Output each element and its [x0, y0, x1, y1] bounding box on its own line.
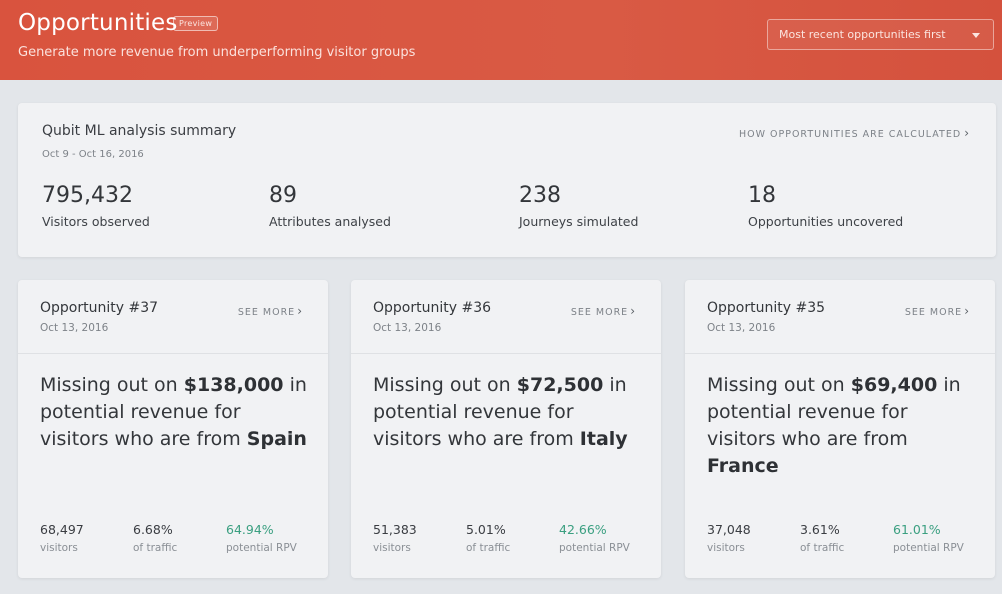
opportunity-card[interactable]: Opportunity #37 Oct 13, 2016 SEE MORE › M… [18, 280, 328, 578]
opportunity-title: Opportunity #36 [373, 300, 492, 316]
segment-country: France [707, 455, 779, 477]
metric-traffic: 3.61% of traffic [800, 522, 845, 554]
see-more-label: SEE MORE [237, 307, 296, 318]
stat-value: 18 [748, 183, 776, 208]
divider [351, 353, 661, 354]
stat-journeys-simulated: 238 Journeys simulated [519, 183, 638, 229]
stat-value: 238 [519, 183, 561, 208]
chevron-right-icon: › [964, 126, 970, 140]
metric-visitors: 51,383 visitors [373, 522, 417, 554]
revenue-amount: $138,000 [183, 374, 284, 396]
caret-down-icon [972, 33, 980, 38]
metric-potential-rpv: 64.94% potential RPV [226, 522, 297, 554]
opportunity-card[interactable]: Opportunity #35 Oct 13, 2016 SEE MORE › M… [685, 280, 995, 578]
page-title: Opportunities [18, 10, 178, 36]
revenue-amount: $72,500 [516, 374, 604, 396]
divider [18, 353, 328, 354]
sort-dropdown[interactable]: Most recent opportunities first [767, 19, 994, 50]
page-subtitle: Generate more revenue from underperformi… [18, 45, 416, 60]
how-calculated-link-label: HOW OPPORTUNITIES ARE CALCULATED [738, 129, 962, 140]
metric-traffic: 6.68% of traffic [133, 522, 178, 554]
divider [685, 353, 995, 354]
opportunity-title: Opportunity #37 [40, 300, 159, 316]
opportunity-description: Missing out on $72,500 in potential reve… [373, 374, 628, 450]
chevron-right-icon: › [964, 304, 970, 318]
opportunity-description: Missing out on $69,400 in potential reve… [707, 374, 961, 477]
metric-potential-rpv: 42.66% potential RPV [559, 522, 630, 554]
stat-visitors-observed: 795,432 Visitors observed [42, 183, 150, 229]
see-more-link[interactable]: SEE MORE › [571, 304, 636, 318]
stat-label: Visitors observed [42, 214, 150, 229]
stat-attributes-analysed: 89 Attributes analysed [269, 183, 391, 229]
see-more-link[interactable]: SEE MORE › [238, 304, 303, 318]
opportunity-description: Missing out on $138,000 in potential rev… [40, 374, 307, 450]
see-more-label: SEE MORE [570, 307, 629, 318]
stat-label: Journeys simulated [519, 214, 639, 229]
sort-dropdown-value: Most recent opportunities first [779, 28, 946, 41]
stat-opportunities-uncovered: 18 Opportunities uncovered [748, 183, 903, 229]
see-more-link[interactable]: SEE MORE › [905, 304, 970, 318]
opportunity-date: Oct 13, 2016 [40, 322, 109, 334]
metric-potential-rpv: 61.01% potential RPV [893, 522, 964, 554]
stat-value: 795,432 [42, 183, 133, 208]
summary-title: Qubit ML analysis summary [42, 123, 237, 139]
segment-country: Italy [579, 428, 628, 450]
stat-value: 89 [269, 183, 297, 208]
see-more-label: SEE MORE [904, 307, 963, 318]
analysis-summary-card: Qubit ML analysis summary Oct 9 - Oct 16… [18, 103, 996, 257]
revenue-amount: $69,400 [850, 374, 938, 396]
opportunity-date: Oct 13, 2016 [707, 322, 776, 334]
segment-country: Spain [246, 428, 307, 450]
metric-visitors: 37,048 visitors [707, 522, 751, 554]
chevron-right-icon: › [297, 304, 303, 318]
opportunity-title: Opportunity #35 [707, 300, 826, 316]
metric-traffic: 5.01% of traffic [466, 522, 511, 554]
metric-visitors: 68,497 visitors [40, 522, 84, 554]
page-header: Opportunities Preview Generate more reve… [0, 0, 1002, 80]
stat-label: Opportunities uncovered [748, 214, 904, 229]
summary-date-range: Oct 9 - Oct 16, 2016 [42, 149, 144, 160]
preview-badge: Preview [173, 16, 219, 31]
chevron-right-icon: › [630, 304, 636, 318]
how-calculated-link[interactable]: HOW OPPORTUNITIES ARE CALCULATED › [739, 126, 970, 140]
opportunity-card[interactable]: Opportunity #36 Oct 13, 2016 SEE MORE › M… [351, 280, 661, 578]
stat-label: Attributes analysed [269, 214, 391, 229]
opportunity-date: Oct 13, 2016 [373, 322, 442, 334]
